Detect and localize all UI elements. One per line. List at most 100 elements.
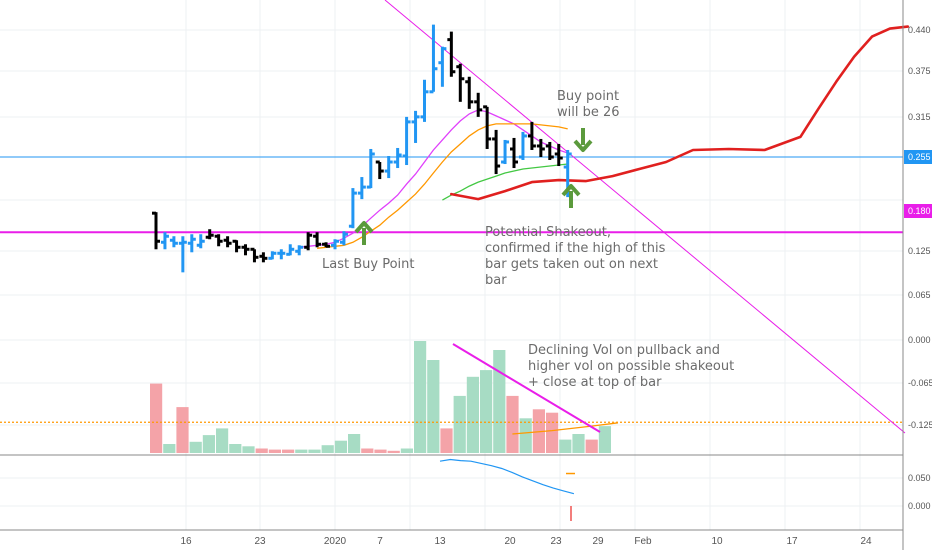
volume-pane bbox=[0, 341, 903, 453]
ohlc-bar bbox=[527, 121, 536, 150]
ohlc-bar bbox=[241, 244, 250, 256]
date-axis-tick-label: 20 bbox=[504, 536, 516, 547]
ohlc-bar bbox=[429, 24, 438, 94]
ohlc-bar bbox=[268, 251, 277, 260]
volume-bar bbox=[229, 444, 242, 453]
date-axis-tick-label: 17 bbox=[786, 536, 798, 547]
ohlc-bar bbox=[331, 239, 339, 250]
ohlc-bar bbox=[214, 234, 223, 247]
volume-note-line3: + close at top of bar bbox=[528, 375, 662, 390]
ohlc-bar bbox=[205, 229, 214, 240]
ohlc-bar bbox=[322, 242, 331, 248]
date-axis-tick-label: 7 bbox=[377, 536, 383, 547]
volume-bar bbox=[255, 448, 268, 453]
ohlc-bar bbox=[492, 129, 501, 175]
volume-bar bbox=[572, 434, 585, 453]
volume-bar bbox=[176, 407, 189, 453]
volume-axis-tick-label: -0.125 bbox=[908, 420, 932, 430]
buy-point-label-line1: Buy point bbox=[557, 89, 619, 104]
price-badge-label: 0.180 bbox=[908, 206, 931, 216]
ohlc-bar bbox=[518, 131, 527, 161]
shakeout-note-line4: bar bbox=[485, 273, 507, 288]
ohlc-bar bbox=[554, 143, 563, 167]
volume-bar bbox=[334, 440, 347, 453]
volume-bar bbox=[519, 418, 532, 453]
price-axis-tick-label: 0.065 bbox=[908, 290, 931, 300]
arrow-head bbox=[354, 221, 374, 234]
volume-bar bbox=[361, 448, 374, 453]
volume-bar bbox=[400, 448, 413, 453]
volume-ma-line bbox=[512, 422, 619, 435]
ohlc-bar bbox=[169, 236, 178, 248]
ohlc-bar bbox=[348, 188, 357, 229]
arrow-head bbox=[561, 184, 581, 197]
ohlc-bar bbox=[187, 234, 196, 253]
volume-bar bbox=[453, 395, 466, 453]
volume-bar bbox=[202, 435, 215, 453]
ohlc-bar bbox=[232, 239, 241, 253]
moving-average-line bbox=[317, 123, 568, 249]
indicator-line bbox=[439, 458, 575, 495]
volume-bar bbox=[268, 449, 281, 453]
date-axis-tick-label: 29 bbox=[592, 536, 604, 547]
volume-bar bbox=[546, 412, 559, 453]
date-axis-tick-label: 23 bbox=[550, 536, 562, 547]
ohlc-bar bbox=[545, 141, 554, 161]
volume-bar bbox=[282, 449, 295, 453]
volume-bar bbox=[321, 445, 334, 453]
ohlc-bar bbox=[259, 252, 268, 263]
date-axis-tick-label: 23 bbox=[254, 536, 266, 547]
volume-bar bbox=[466, 376, 479, 453]
volume-note-line1: Declining Vol on pullback and bbox=[528, 343, 720, 358]
date-axis-tick-label: 10 bbox=[711, 536, 723, 547]
price-badge-label: 0.255 bbox=[908, 152, 931, 162]
ohlc-bar bbox=[286, 244, 295, 256]
volume-bar bbox=[480, 370, 493, 453]
volume-bar bbox=[189, 441, 202, 453]
ohlc-bar bbox=[384, 155, 393, 179]
date-axis-tick-label: Feb bbox=[634, 536, 652, 547]
volume-bar bbox=[440, 428, 453, 453]
volume-bar bbox=[242, 446, 255, 453]
ohlc-bar bbox=[366, 148, 375, 189]
volume-axis-tick-label: 0.000 bbox=[908, 335, 931, 345]
volume-bar bbox=[216, 428, 229, 453]
date-axis-tick-label: 24 bbox=[860, 536, 872, 547]
ohlc-bar bbox=[411, 110, 420, 143]
volume-bar bbox=[374, 449, 387, 453]
ohlc-bar bbox=[196, 234, 205, 249]
ohlc-bar bbox=[178, 236, 187, 273]
shakeout-note-line1: Potential Shakeout, bbox=[485, 225, 611, 240]
volume-bar bbox=[295, 449, 308, 453]
ohlc-bar bbox=[393, 147, 402, 169]
up-arrow-icon bbox=[561, 184, 581, 208]
ohlc-bar bbox=[295, 245, 304, 256]
ohlc-bar bbox=[277, 249, 286, 260]
ohlc-bar bbox=[447, 31, 456, 77]
indicator-pane bbox=[439, 458, 575, 521]
volume-bar bbox=[387, 450, 400, 453]
volume-bar bbox=[414, 341, 427, 453]
shakeout-note-line3: bar gets taken out on next bbox=[485, 257, 658, 272]
volume-bar bbox=[598, 426, 611, 453]
volume-bar bbox=[427, 360, 440, 453]
ohlc-bar bbox=[420, 79, 429, 122]
ohlc-bar bbox=[223, 236, 232, 248]
ohlc-bar bbox=[483, 105, 492, 149]
ohlc-bar bbox=[250, 247, 259, 263]
trendline bbox=[384, 0, 906, 434]
price-axis-tick-label: 0.125 bbox=[908, 246, 931, 256]
projection-curve bbox=[450, 25, 910, 201]
price-badge bbox=[904, 150, 932, 164]
date-axis-tick-label: 2020 bbox=[324, 536, 347, 547]
volume-trendline bbox=[452, 343, 601, 433]
price-badge bbox=[904, 204, 932, 218]
up-arrow-icon bbox=[354, 221, 374, 245]
ohlc-bar bbox=[357, 177, 366, 200]
indicator-axis-tick-label: 0.050 bbox=[908, 473, 931, 483]
arrow-head bbox=[573, 139, 593, 152]
ohlc-bar bbox=[160, 232, 169, 250]
